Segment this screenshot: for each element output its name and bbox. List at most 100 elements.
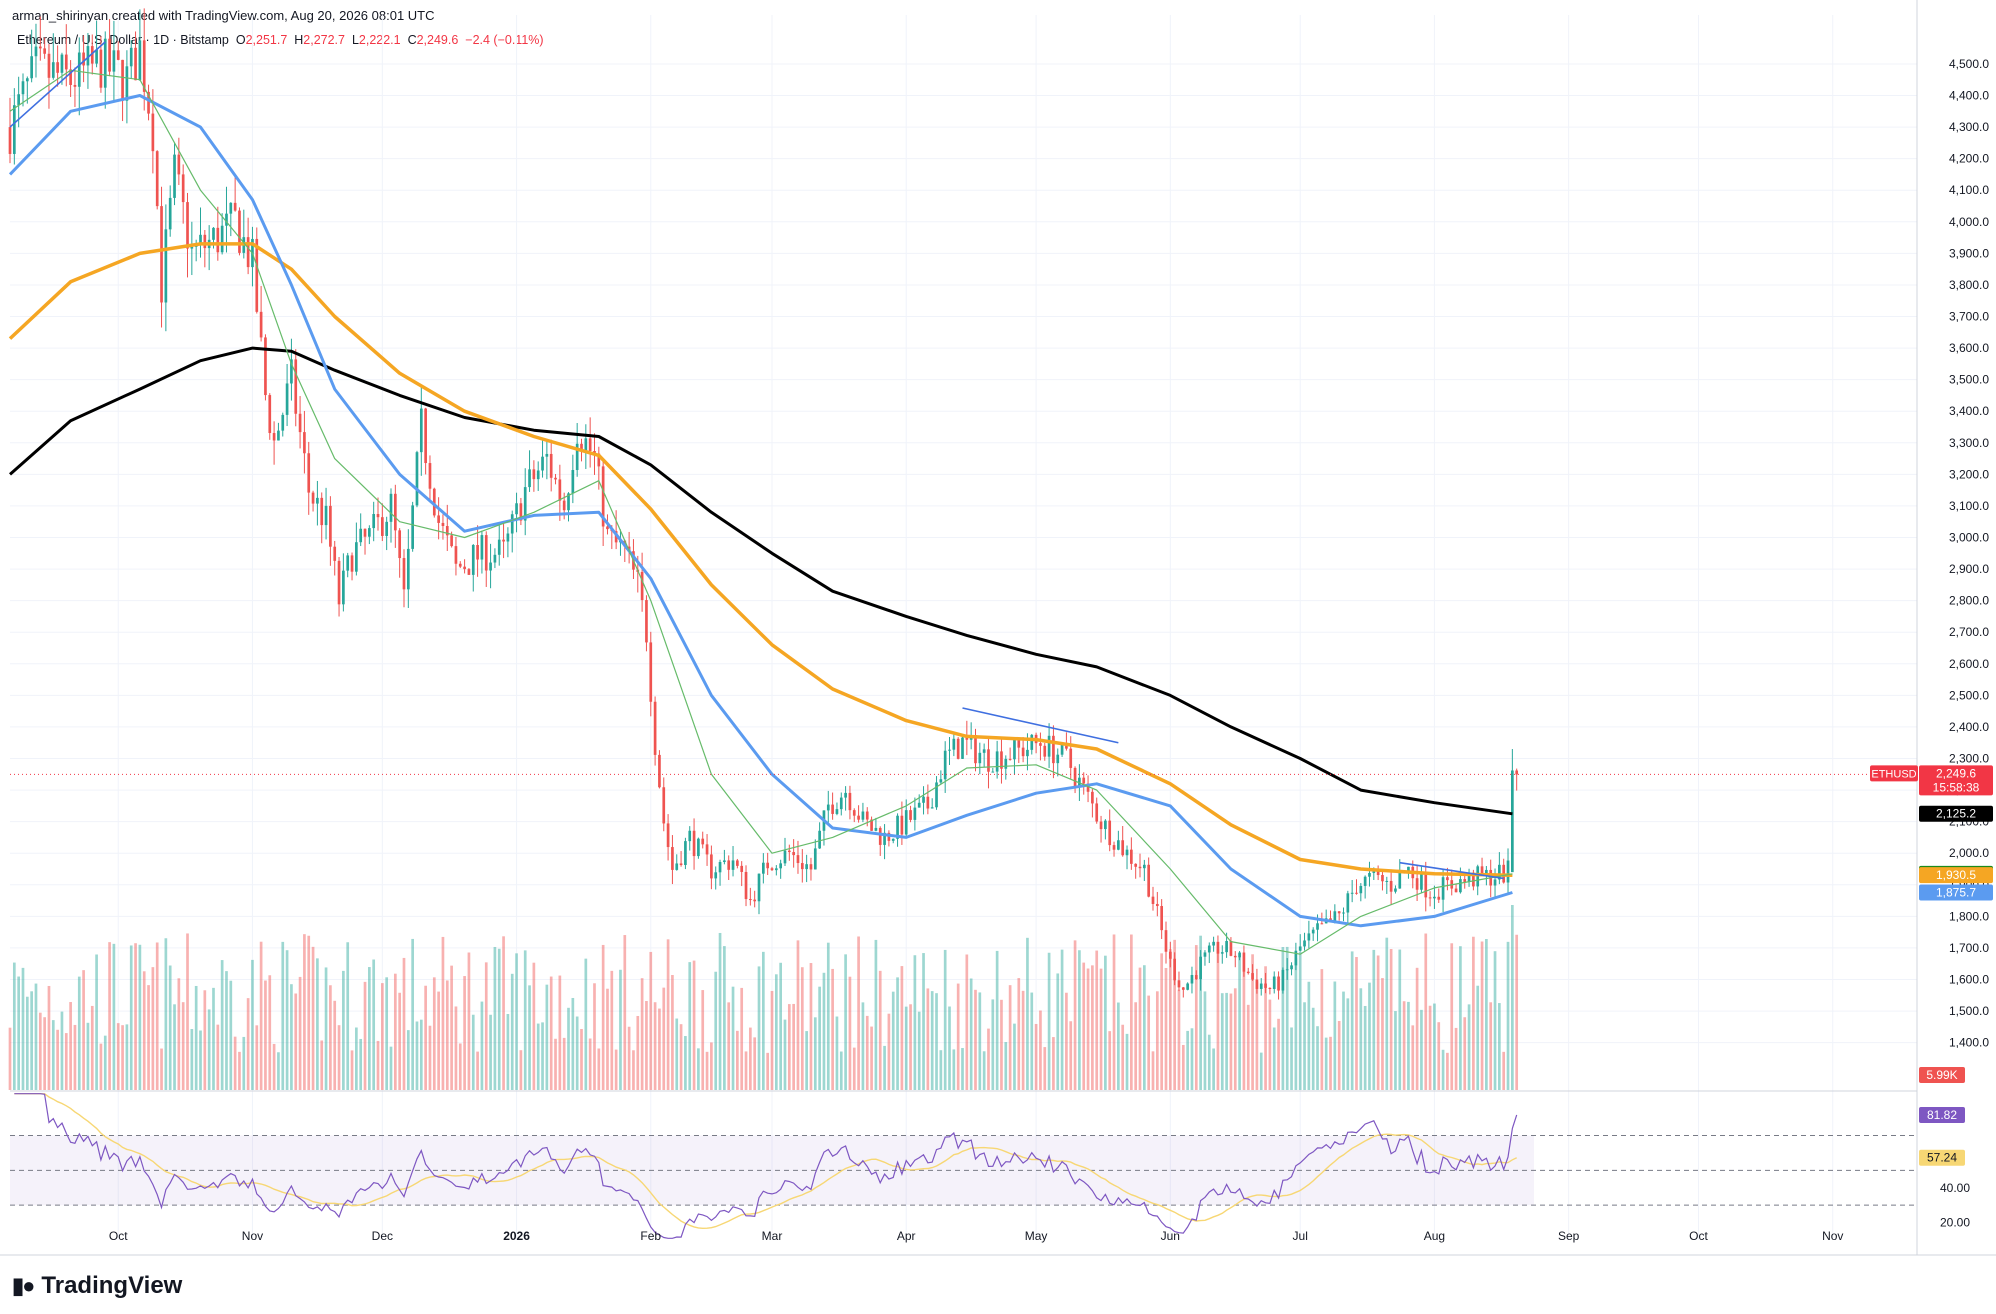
volume-bar [95, 954, 98, 1090]
candle-body [905, 810, 908, 834]
candle-body [1095, 803, 1098, 821]
candle-body [216, 228, 219, 252]
candle-body [740, 866, 743, 872]
candle-body [641, 572, 644, 600]
volume-bar [1221, 993, 1224, 1090]
volume-bar [879, 971, 882, 1090]
candle-body [1416, 878, 1419, 890]
candle-body [472, 545, 475, 575]
volume-bar [1117, 1003, 1120, 1090]
candle-body [914, 808, 917, 820]
candle-body [121, 60, 124, 101]
price-badge-countdown: 15:58:38 [1933, 780, 1980, 794]
volume-bar [1403, 1001, 1406, 1090]
volume-bar [649, 952, 652, 1090]
volume-bar [468, 952, 471, 1090]
volume-bar [1273, 1027, 1276, 1090]
candle-body [65, 55, 68, 70]
candle-body [901, 816, 904, 835]
candle-body [714, 872, 717, 878]
candle-body [1204, 952, 1207, 956]
candle-body [1481, 866, 1484, 874]
rsi-badge-value: 81.82 [1927, 1108, 1957, 1122]
candle-body [1303, 940, 1306, 946]
candle-body [671, 847, 674, 870]
volume-bar [758, 966, 761, 1090]
candle-body [152, 114, 155, 152]
candle-body [1126, 850, 1129, 856]
volume-bar [1511, 905, 1514, 1090]
volume-bar [779, 963, 782, 1090]
volume-bar [1368, 983, 1371, 1090]
candle-body [1234, 956, 1237, 957]
volume-bar [706, 1052, 709, 1090]
candle-body [1238, 953, 1241, 958]
volume-bar [1013, 1024, 1016, 1090]
candle-body [1390, 881, 1393, 892]
candle-body [1030, 735, 1033, 750]
candle-body [333, 547, 336, 561]
candle-body [407, 549, 410, 589]
volume-bar [671, 975, 674, 1090]
candle-body [1321, 923, 1324, 924]
volume-bar [1377, 955, 1380, 1090]
candle-body [918, 803, 921, 808]
y-tick-label: 4,400.0 [1949, 89, 1989, 103]
candle-body [675, 863, 678, 869]
volume-bar [1429, 1006, 1432, 1090]
candle-body [1282, 970, 1285, 991]
volume-bar [658, 1009, 661, 1090]
volume-bar [1039, 1011, 1042, 1090]
candle-body [1208, 946, 1211, 953]
candle-body [104, 39, 107, 88]
candle-body [1191, 975, 1194, 983]
volume-bar [615, 1050, 618, 1090]
candle-body [1333, 911, 1336, 921]
volume-bar [792, 1004, 795, 1090]
candle-body [186, 202, 189, 248]
volume-bar [983, 1051, 986, 1090]
candle-body [1199, 957, 1202, 979]
candle-body [1043, 746, 1046, 757]
volume-bar [870, 1027, 873, 1090]
volume-bar [429, 1026, 432, 1090]
volume-bar [377, 1041, 380, 1090]
volume-bar [1126, 1034, 1129, 1090]
volume-bar [810, 963, 813, 1090]
volume-bar [1091, 965, 1094, 1090]
candle-body [779, 863, 782, 868]
volume-bar [1191, 1028, 1194, 1090]
volume-bar [1048, 953, 1051, 1090]
volume-bar [1390, 949, 1393, 1090]
candle-body [771, 868, 774, 870]
volume-bar [346, 942, 349, 1090]
volume-bar [883, 1046, 886, 1090]
volume-bar [403, 958, 406, 1090]
volume-bar [1446, 1053, 1449, 1090]
candle-body [983, 749, 986, 752]
volume-bar [788, 1004, 791, 1090]
volume-bar [1481, 942, 1484, 1090]
tradingview-logo[interactable]: ▮● TradingView [12, 1272, 182, 1300]
y-tick-label: 3,700.0 [1949, 310, 1989, 324]
volume-bar [494, 947, 497, 1090]
volume-bar [801, 967, 804, 1090]
volume-bar [100, 1044, 103, 1090]
candle-body [78, 53, 81, 87]
candle-body [1130, 850, 1133, 864]
volume-bar [528, 985, 531, 1090]
volume-bar [394, 974, 397, 1090]
volume-bar [1333, 982, 1336, 1090]
volume-bar [740, 988, 743, 1090]
candle-body [658, 755, 661, 787]
candle-body [836, 809, 839, 814]
candle-body [507, 534, 510, 542]
price-badge-value: 2,249.6 [1936, 766, 1976, 780]
volume-bar [1139, 968, 1142, 1090]
candle-body [775, 868, 778, 870]
volume-bar [398, 993, 401, 1090]
volume-bar [286, 950, 289, 1090]
y-tick-label: 1,400.0 [1949, 1036, 1989, 1050]
candle-body [43, 48, 46, 53]
